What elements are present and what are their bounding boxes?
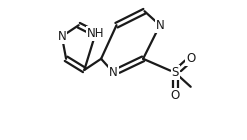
Text: N: N <box>58 30 66 43</box>
Text: O: O <box>186 52 195 65</box>
Text: S: S <box>172 66 179 79</box>
Text: N: N <box>156 19 164 32</box>
Text: N: N <box>109 66 118 79</box>
Text: O: O <box>171 89 180 102</box>
Text: NH: NH <box>87 27 104 40</box>
